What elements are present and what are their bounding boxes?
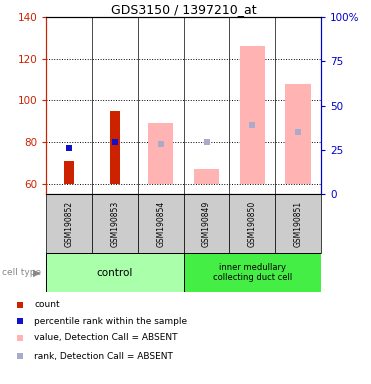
- Bar: [46, 194, 92, 253]
- Text: GSM190853: GSM190853: [111, 200, 119, 247]
- Bar: [138, 194, 184, 253]
- Text: value, Detection Call = ABSENT: value, Detection Call = ABSENT: [34, 333, 178, 342]
- Bar: [285, 84, 311, 184]
- Text: ▶: ▶: [33, 268, 40, 278]
- Bar: [148, 123, 173, 184]
- Bar: [46, 253, 184, 292]
- Text: inner medullary
collecting duct cell: inner medullary collecting duct cell: [213, 263, 292, 282]
- Title: GDS3150 / 1397210_at: GDS3150 / 1397210_at: [111, 3, 256, 16]
- Bar: [184, 253, 321, 292]
- Bar: [229, 194, 275, 253]
- Bar: [64, 161, 74, 184]
- Text: GSM190849: GSM190849: [202, 200, 211, 247]
- Text: GSM190852: GSM190852: [65, 200, 74, 247]
- Text: control: control: [97, 268, 133, 278]
- Text: GSM190854: GSM190854: [156, 200, 165, 247]
- Text: GSM190851: GSM190851: [293, 200, 302, 247]
- Bar: [194, 169, 219, 184]
- Text: rank, Detection Call = ABSENT: rank, Detection Call = ABSENT: [34, 351, 173, 361]
- Bar: [92, 194, 138, 253]
- Text: count: count: [34, 300, 60, 310]
- Text: cell type: cell type: [2, 268, 41, 277]
- Text: GSM190850: GSM190850: [248, 200, 257, 247]
- Bar: [275, 194, 321, 253]
- Text: percentile rank within the sample: percentile rank within the sample: [34, 316, 187, 326]
- Bar: [184, 194, 229, 253]
- Bar: [110, 111, 120, 184]
- Bar: [240, 46, 265, 184]
